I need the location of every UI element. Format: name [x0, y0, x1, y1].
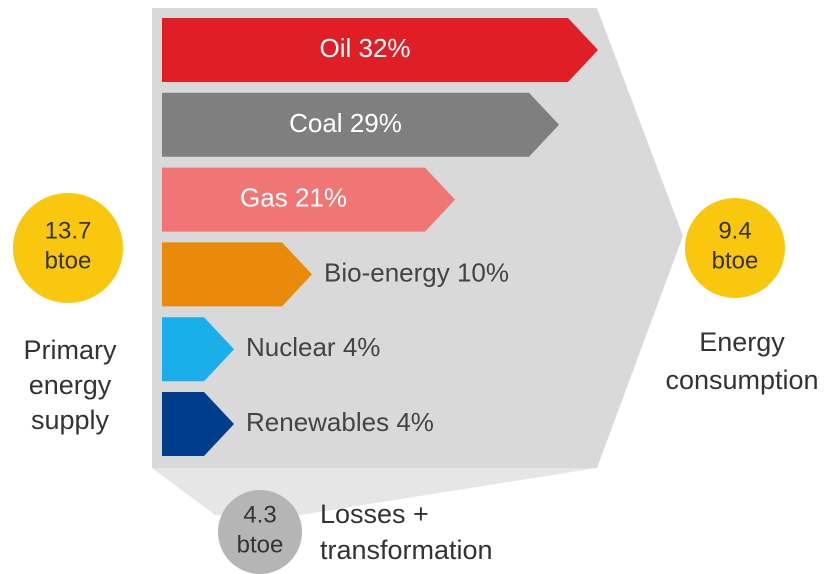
value-label: 29%: [350, 108, 402, 138]
arrow-bar: [162, 242, 312, 307]
total-label: supply: [31, 405, 110, 435]
total-unit: btoe: [45, 247, 92, 274]
total-label: consumption: [665, 365, 818, 395]
total-circle: [13, 193, 123, 303]
total-value: 13.7: [45, 217, 92, 244]
bar-label: Oil 32%: [319, 33, 410, 63]
category-name: Nuclear: [246, 332, 336, 362]
total-value: 9.4: [718, 217, 751, 244]
total-circle: [218, 490, 302, 574]
arrow-bar: [162, 317, 234, 382]
arrow-bar: [162, 92, 559, 157]
total-unit: btoe: [712, 247, 759, 274]
bar-label: Renewables 4%: [246, 407, 434, 437]
value-label: 21%: [295, 182, 347, 212]
category-name: Oil: [319, 33, 351, 63]
total-value: 4.3: [243, 501, 276, 528]
arrow-bar: [162, 167, 455, 232]
value-label: 32%: [358, 33, 410, 63]
total-label: Losses +: [320, 499, 429, 529]
value-label: 4%: [396, 407, 434, 437]
value-label: 4%: [343, 332, 381, 362]
arrow-bar: [162, 18, 598, 82]
total-label: transformation: [320, 535, 493, 565]
bar-label: Bio-energy 10%: [324, 257, 509, 287]
category-name: Gas: [240, 182, 288, 212]
total-label: energy: [29, 370, 112, 400]
category-name: Coal: [289, 108, 342, 138]
total-circle: [685, 198, 785, 298]
value-label: 10%: [457, 257, 509, 287]
total-unit: btoe: [237, 531, 284, 558]
bar-label: Coal 29%: [289, 108, 402, 138]
bar-label: Nuclear 4%: [246, 332, 380, 362]
category-name: Renewables: [246, 407, 389, 437]
arrow-bar: [162, 392, 234, 456]
total-label: Energy: [699, 327, 785, 357]
total-label: Primary: [24, 335, 117, 365]
bar-label: Gas 21%: [240, 182, 347, 212]
category-name: Bio-energy: [324, 257, 450, 287]
